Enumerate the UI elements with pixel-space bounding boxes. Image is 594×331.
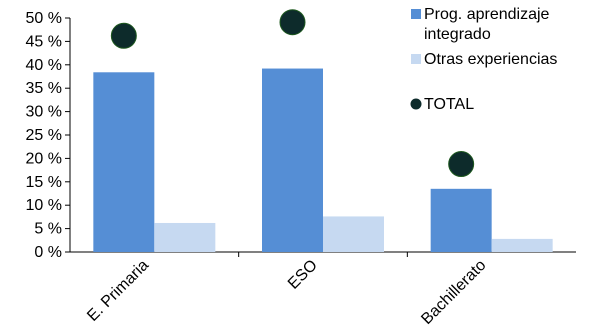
y-tick-label: 30 % [26,104,62,121]
total-marker-2 [448,151,475,178]
y-tick-label: 50 % [26,10,62,27]
y-tick-label: 0 % [34,244,62,261]
legend-label: Otras experiencias [424,51,557,68]
legend-label-line: Otras experiencias [424,51,557,68]
y-axis-ticks: 0 % 5 % 10 % 15 % 20 % 25 % 30 % 35 % 40 % 45 % 50… [26,10,70,261]
legend-label-line: TOTAL [424,96,474,113]
total-marker-0 [110,22,137,49]
bar-otras-experiencias-2 [491,238,553,252]
bar-prog-aprendizaje-1 [262,68,323,252]
chart-markers [110,9,475,178]
x-category-label: Bachillerato [418,257,489,328]
legend-label-line: Prog. aprendizaje [424,6,550,23]
bar-otras-experiencias-0 [154,222,216,252]
chart-legend: Prog. aprendizaje integrado Otras experien… [410,6,557,113]
y-tick-label: 25 % [26,127,62,144]
y-tick-label: 20 % [26,150,62,167]
legend-swatch [411,54,421,64]
y-tick-label: 35 % [26,80,62,97]
legend-swatch [411,9,421,19]
bar-prog-aprendizaje-2 [430,188,492,252]
bar-prog-aprendizaje-0 [93,72,155,253]
y-tick-label: 15 % [26,174,62,191]
legend-label: Prog. aprendizaje integrado [424,6,550,43]
x-category-label: E. Primaria [84,257,152,325]
x-axis-labels: E. Primaria ESO Bachillerato [84,257,489,328]
chart-bars [93,68,553,253]
legend-label-line: integrado [424,26,491,43]
y-tick-label: 40 % [26,57,62,74]
legend-label: TOTAL [424,96,474,113]
bar-otras-experiencias-1 [323,216,384,252]
legend-marker [410,98,422,110]
y-tick-label: 45 % [26,33,62,50]
y-tick-label: 5 % [34,221,62,238]
y-tick-label: 10 % [26,197,62,214]
x-category-label: ESO [285,257,321,293]
total-marker-1 [279,9,306,36]
